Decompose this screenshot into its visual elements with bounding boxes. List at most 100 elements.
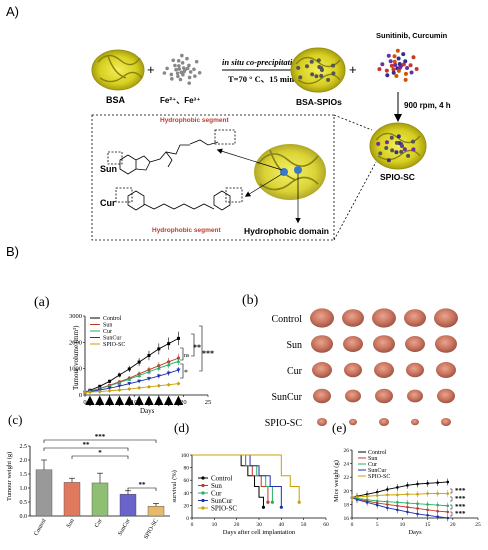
chart-e-point (426, 503, 429, 506)
tumor-specimen (312, 362, 332, 378)
photo-b-label: (b) (242, 293, 259, 308)
fe-ion-dot (174, 67, 178, 72)
spio-dot (317, 64, 322, 69)
chart-e-point (426, 492, 429, 495)
chart-e-sig-bracket (450, 496, 453, 502)
fe-ion-dot (171, 58, 176, 63)
fe-ion-dot (181, 72, 185, 77)
spio-dot (314, 74, 319, 79)
chart-d-legend-label: SunCur (211, 497, 233, 505)
tumor-specimen (372, 308, 396, 328)
tumor-specimen (342, 309, 364, 327)
hydrophobic-segment-top: Hydrophobic segment (160, 117, 229, 124)
chart-d-xlabel: Days after cell implantation (223, 529, 296, 536)
fe-ion-dot (187, 81, 192, 85)
chart-a-point (117, 373, 121, 377)
chart-e-point (446, 516, 450, 520)
chart-e-point (350, 496, 354, 499)
chart-d-legend-marker (201, 498, 205, 503)
chart-a-legend-label: SunCur (103, 336, 121, 342)
tumor-specimen (313, 388, 331, 404)
chart-e-point (355, 495, 359, 499)
drug-molecule-dot (388, 59, 393, 64)
chart-c-sig-bracket (71, 455, 129, 459)
chart-c-ylabel: Tumour weight (g) (6, 452, 13, 501)
tumor-specimen (373, 335, 395, 353)
chart-d-legend-label: SPIO-SC (211, 505, 237, 513)
spio-sc-dot (384, 140, 389, 145)
chart-d-line-suncur (192, 454, 282, 508)
chart-e-point (426, 482, 429, 485)
chart-a-point (137, 373, 142, 378)
drug-molecule-dot (392, 59, 397, 64)
chart-e-x-tick-label: 0 (351, 522, 354, 528)
chart-e-sig-bracket (450, 511, 453, 517)
chart-e-point (375, 499, 379, 503)
fe-ion-dot (187, 63, 191, 68)
spio-dot (331, 63, 336, 68)
drug-molecule-dot (391, 67, 396, 72)
chart-c-y-tick-label: 0.5 (20, 500, 28, 506)
chart-e-point (426, 508, 429, 512)
chart-e-point (396, 508, 399, 512)
chart-e-point (385, 493, 389, 497)
drug-molecule-dot (384, 68, 389, 73)
chart-e-point (406, 492, 409, 496)
panel-a-label: A) (6, 4, 19, 19)
chart-c-sig-label: *** (95, 433, 106, 441)
chart-a-point (117, 384, 122, 389)
tumor-specimen (404, 309, 426, 327)
chart-a-legend-label: Control (103, 316, 122, 322)
chart-e-x-tick-label: 20 (450, 522, 456, 528)
step1-method: in situ co-precipitation (222, 57, 302, 67)
drug-molecule-dot (395, 48, 400, 53)
drug-molecule-dot (385, 73, 390, 78)
chart-c-bar-sun (63, 482, 81, 517)
photo-row-label-spio-sc: SPIO-SC (265, 418, 303, 429)
chart-c-y-tick-label: 2.0 (20, 458, 28, 464)
chart-a-sig-3star: *** (202, 349, 214, 358)
chart-a-point (117, 380, 122, 385)
chart-c-sig-label: ** (139, 481, 147, 489)
sunitinib-structure (107, 129, 236, 175)
chart-a-x-tick-label: 25 (205, 399, 212, 406)
chart-d-endpoint (261, 505, 266, 509)
chart-e-legend-label: SPIO-SC (368, 474, 390, 480)
chart-e-sig-label: *** (455, 495, 466, 503)
step2-conditions: 900 rpm, 4 h (404, 101, 451, 110)
photo-row-label-suncur: SunCur (271, 392, 302, 403)
fe-ion-dot (197, 70, 202, 75)
chart-a-significance (180, 325, 203, 379)
chart-a-legend-label: Sun (103, 323, 112, 329)
chart-c-category-label: Control (33, 518, 48, 537)
chart-a-point (117, 387, 122, 392)
chart-a-point (146, 384, 151, 389)
chart-c-bar-spio-sc (147, 506, 165, 517)
chart-a-point (166, 371, 171, 376)
chart-a-point (137, 379, 142, 384)
spio-sc-dot (399, 149, 404, 154)
chart-e-point (375, 503, 379, 507)
drug-molecule-dot (398, 65, 403, 70)
chart-e-y-tick-label: 18 (344, 502, 350, 508)
chart-c-y-tick-label: 1.5 (20, 472, 28, 478)
chart-e-sig-bracket (450, 504, 453, 510)
spio-dot (304, 64, 309, 69)
chart-e-point (436, 503, 439, 507)
fe-ion-dot (180, 61, 185, 65)
chart-d-y-tick-label: 60 (184, 478, 190, 484)
fe-ion-dot (185, 66, 190, 71)
chart-e-y-tick-label: 24 (344, 462, 350, 468)
chart-c-category-label: Cur (94, 518, 104, 529)
chart-e-point (446, 510, 450, 514)
chart-a-x-tick-label: 0 (83, 399, 86, 406)
chart-c-sig-label: ** (83, 441, 91, 449)
chart-a-point (167, 342, 171, 346)
chart-d-endpoint (270, 500, 274, 504)
chart-a-point (127, 382, 132, 386)
chart-e-point (426, 513, 429, 517)
drug-molecule-dot (392, 54, 397, 59)
chart-d-legend-label: Cur (211, 490, 222, 498)
protein-domain-illustration (254, 144, 326, 200)
